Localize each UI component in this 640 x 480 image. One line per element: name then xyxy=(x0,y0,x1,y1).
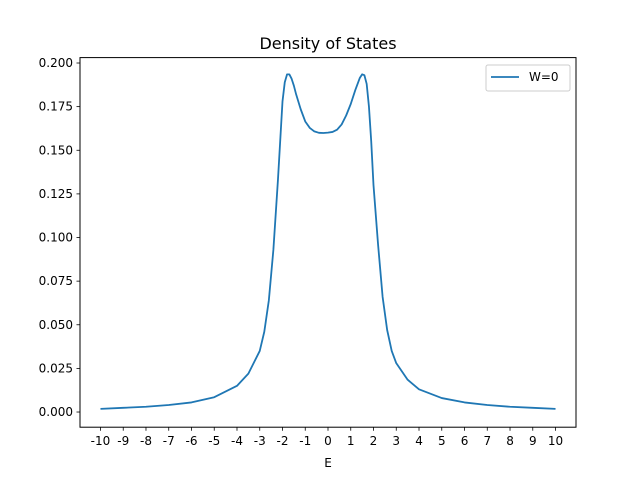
y-tick-label: 0.175 xyxy=(39,100,73,114)
x-tick-label: -1 xyxy=(299,434,311,448)
x-tick-label: -8 xyxy=(140,434,152,448)
x-tick-label: 8 xyxy=(506,434,514,448)
legend: W=0 xyxy=(485,64,571,92)
x-tick-label: -6 xyxy=(186,434,198,448)
y-tick-label: 0.050 xyxy=(39,318,73,332)
x-tick-label: 6 xyxy=(461,434,469,448)
x-tick-label: -4 xyxy=(231,434,243,448)
series-layer xyxy=(100,73,556,410)
x-tick-label: 2 xyxy=(370,434,378,448)
x-tick-label: 4 xyxy=(415,434,423,448)
plot-area xyxy=(79,57,577,428)
y-tick-label: 0.100 xyxy=(39,231,73,245)
x-tick-label: 1 xyxy=(347,434,355,448)
x-tick-label: 7 xyxy=(483,434,491,448)
x-tick-label: -7 xyxy=(163,434,175,448)
series-line-w0 xyxy=(100,73,556,410)
x-axis-label: E xyxy=(324,456,332,470)
y-tick-label: 0.125 xyxy=(39,187,73,201)
y-tick-label: 0.200 xyxy=(39,56,73,70)
x-tick-label: 9 xyxy=(529,434,537,448)
x-tick-label: -9 xyxy=(117,434,129,448)
x-tick-label: -2 xyxy=(277,434,289,448)
y-tick-label: 0.025 xyxy=(39,361,73,375)
x-tick-label: -10 xyxy=(91,434,111,448)
x-tick-label: 10 xyxy=(548,434,563,448)
y-tick-label: 0.075 xyxy=(39,274,73,288)
x-tick-label: -3 xyxy=(254,434,266,448)
y-tick-label: 0.150 xyxy=(39,143,73,157)
x-tick-label: 0 xyxy=(324,434,332,448)
x-tick-label: 3 xyxy=(392,434,400,448)
legend-box xyxy=(485,64,571,92)
y-tick-label: 0.000 xyxy=(39,405,73,419)
legend-label-w0: W=0 xyxy=(529,70,559,84)
chart-title: Density of States xyxy=(259,34,396,53)
x-tick-label: -5 xyxy=(208,434,220,448)
y-axis: 0.000 0.025 0.050 0.075 0.100 0.125 0.150 0.175… xyxy=(39,56,80,419)
x-tick-label: 5 xyxy=(438,434,446,448)
x-axis: -10 -9 -8 -7 -6 -5 -4 -3 -2 -1 0 1 2 3 4 5 6 7 8 9 10 xyxy=(91,427,563,448)
